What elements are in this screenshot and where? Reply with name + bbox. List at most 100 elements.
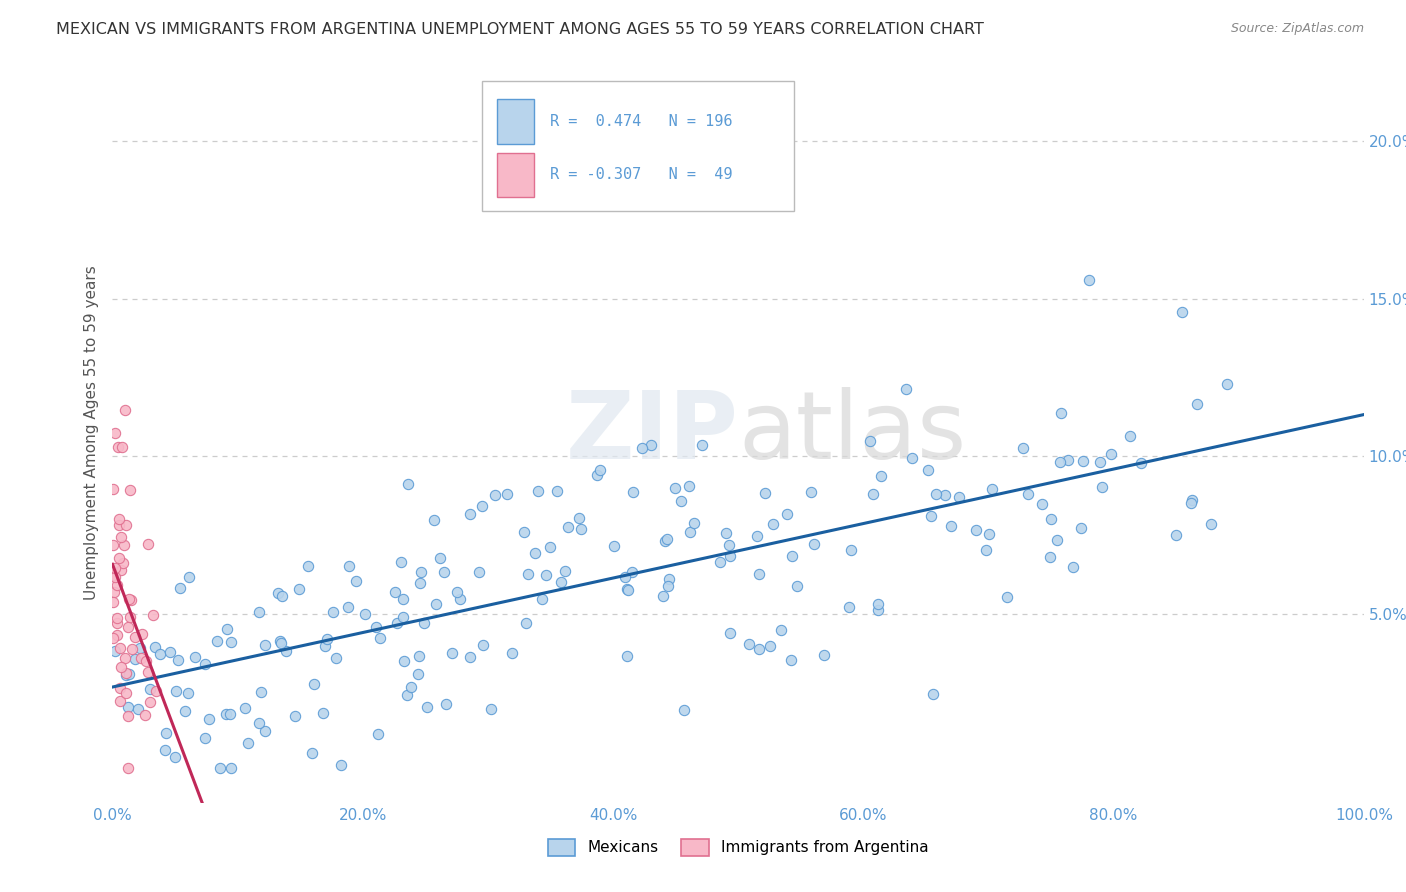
Point	[922, 687, 945, 701]
Point	[115, 686, 138, 700]
Point	[1062, 560, 1084, 574]
Point	[621, 484, 644, 499]
Point	[124, 651, 146, 665]
Point	[838, 600, 860, 615]
Point	[139, 695, 162, 709]
Point	[101, 482, 124, 496]
Point	[501, 646, 523, 660]
Point	[640, 438, 662, 452]
Point	[267, 586, 290, 600]
Point	[105, 627, 128, 641]
Point	[155, 742, 177, 756]
Point	[108, 681, 131, 695]
Point	[901, 450, 924, 465]
Point	[167, 653, 190, 667]
Point	[934, 488, 956, 502]
Point	[614, 569, 637, 583]
Point	[658, 572, 681, 586]
Point	[314, 639, 336, 653]
Point	[325, 651, 347, 665]
Point	[176, 685, 198, 699]
Point	[776, 508, 799, 522]
Point	[110, 530, 132, 544]
Point	[406, 667, 429, 681]
Point	[995, 591, 1018, 605]
Point	[770, 623, 793, 637]
Point	[108, 550, 131, 565]
Point	[129, 651, 152, 665]
Point	[745, 529, 768, 543]
Point	[441, 646, 464, 660]
Point	[1077, 273, 1099, 287]
Point	[550, 574, 572, 589]
Point	[1031, 497, 1053, 511]
Point	[718, 538, 741, 552]
Text: MEXICAN VS IMMIGRANTS FROM ARGENTINA UNEMPLOYMENT AMONG AGES 55 TO 59 YEARS CORR: MEXICAN VS IMMIGRANTS FROM ARGENTINA UNE…	[56, 22, 984, 37]
Point	[981, 482, 1004, 496]
Point	[1046, 533, 1069, 547]
Point	[1099, 447, 1122, 461]
Point	[344, 574, 367, 588]
Point	[413, 616, 436, 631]
Point	[233, 701, 256, 715]
Point	[302, 677, 325, 691]
Point	[449, 591, 471, 606]
Point	[748, 567, 770, 582]
Point	[105, 611, 128, 625]
Point	[297, 558, 319, 573]
Point	[429, 551, 451, 566]
Point	[1070, 521, 1092, 535]
Point	[238, 736, 260, 750]
Point	[1187, 397, 1209, 411]
Point	[976, 543, 998, 558]
Point	[589, 463, 612, 477]
Point	[105, 578, 128, 592]
Point	[948, 490, 970, 504]
Point	[678, 479, 700, 493]
Point	[120, 483, 142, 498]
Point	[110, 660, 132, 674]
Point	[484, 488, 506, 502]
Point	[709, 555, 731, 569]
Text: R =  0.474   N = 196: R = 0.474 N = 196	[550, 114, 733, 129]
Point	[941, 519, 963, 533]
Point	[813, 648, 835, 663]
Point	[219, 707, 242, 722]
Point	[301, 746, 323, 760]
FancyBboxPatch shape	[496, 153, 534, 197]
Point	[471, 499, 494, 513]
Point	[205, 633, 228, 648]
Point	[104, 569, 127, 583]
Point	[515, 615, 537, 630]
Point	[127, 701, 149, 715]
Point	[530, 592, 553, 607]
Point	[657, 579, 679, 593]
Point	[219, 635, 242, 649]
Point	[630, 441, 652, 455]
Point	[329, 758, 352, 772]
Point	[368, 632, 391, 646]
Point	[679, 524, 702, 539]
Point	[786, 579, 808, 593]
Point	[1091, 480, 1114, 494]
Point	[513, 525, 536, 540]
Point	[669, 494, 692, 508]
Point	[101, 538, 124, 552]
Point	[322, 605, 344, 619]
Point	[117, 761, 139, 775]
Point	[432, 565, 454, 579]
Point	[894, 382, 917, 396]
Point	[616, 582, 638, 596]
Point	[534, 568, 557, 582]
Point	[396, 688, 419, 702]
Point	[145, 684, 167, 698]
Point	[115, 517, 138, 532]
Point	[316, 632, 339, 646]
Point	[1050, 406, 1073, 420]
Point	[394, 655, 416, 669]
Point	[270, 590, 292, 604]
Point	[129, 640, 152, 655]
Point	[866, 602, 889, 616]
Point	[1090, 455, 1112, 469]
Point	[920, 508, 942, 523]
